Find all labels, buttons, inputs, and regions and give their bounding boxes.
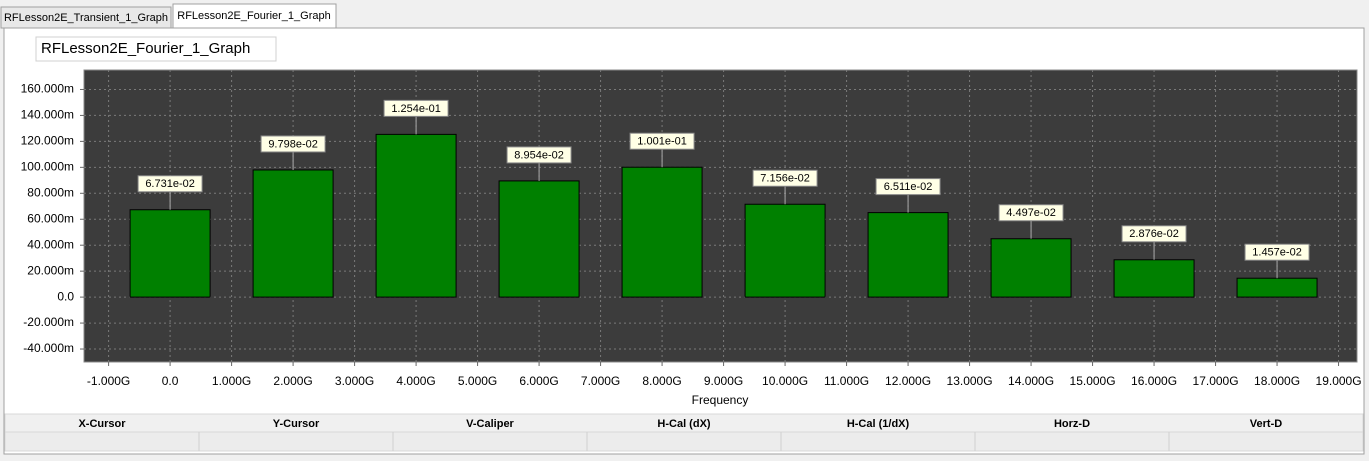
value-label: 1.254e-01 [391, 103, 441, 115]
y-tick-label: -40.000m [23, 341, 74, 355]
bar [129, 209, 211, 298]
column-header: Vert-D [1250, 418, 1282, 430]
x-tick-label: 6.000G [519, 374, 558, 388]
x-tick-label: 14.000G [1008, 374, 1054, 388]
x-tick-label: 11.000G [824, 374, 869, 388]
value-label-box [137, 175, 203, 193]
value-label: 4.497e-02 [1006, 207, 1056, 219]
bar [990, 238, 1072, 298]
value-label: 2.876e-02 [1129, 228, 1179, 240]
x-tick-label: 17.000G [1193, 374, 1239, 388]
x-tick-label: 5.000G [458, 374, 497, 388]
x-tick-label: 4.000G [396, 374, 435, 388]
x-tick-label: 2.000G [273, 374, 312, 388]
x-tick-label: 7.000G [581, 374, 620, 388]
x-tick-label: 13.000G [947, 374, 993, 388]
bar [375, 133, 457, 298]
column-header: H-Cal (1/dX) [847, 418, 910, 430]
x-tick-label: 1.000G [212, 374, 251, 388]
x-tick-label: 15.000G [1070, 374, 1116, 388]
y-tick-label: 140.000m [21, 108, 74, 122]
value-label-box [506, 146, 572, 164]
y-tick-label: 80.000m [27, 185, 74, 199]
x-tick-label: 16.000G [1131, 374, 1177, 388]
x-tick-label: 18.000G [1254, 374, 1300, 388]
tab-label[interactable]: RFLesson2E_Transient_1_Graph [4, 12, 168, 24]
title-box [35, 36, 277, 62]
column-header: H-Cal (dX) [657, 418, 711, 430]
y-tick-label: -20.000m [23, 315, 74, 329]
x-tick-label: 8.000G [642, 374, 681, 388]
column-header: Horz-D [1054, 418, 1090, 430]
bar [867, 212, 949, 298]
column-header: V-Caliper [466, 418, 514, 430]
value-label-box [383, 99, 449, 117]
measure-row [4, 431, 1364, 452]
value-label-box [998, 204, 1064, 222]
value-label-box [752, 169, 818, 187]
x-tick-label: 0.0 [162, 374, 179, 388]
bar [252, 169, 334, 298]
value-label: 6.731e-02 [145, 178, 195, 190]
x-tick-label: -1.000G [87, 374, 130, 388]
x-tick-label: 19.000G [1316, 374, 1362, 388]
bar [498, 180, 580, 298]
y-tick-label: 160.000m [21, 82, 74, 96]
bar [1236, 277, 1318, 298]
value-label-box [875, 178, 941, 196]
y-tick-label: 20.000m [27, 263, 74, 277]
x-tick-label: 3.000G [335, 374, 374, 388]
x-tick-label: 10.000G [762, 374, 808, 388]
x-tick-label: 12.000G [885, 374, 931, 388]
value-label: 7.156e-02 [760, 173, 810, 185]
bar [1113, 259, 1195, 298]
y-tick-label: 100.000m [21, 160, 74, 174]
value-label: 1.001e-01 [637, 136, 687, 148]
value-label-box [260, 135, 326, 153]
y-tick-label: 40.000m [27, 237, 74, 251]
value-label-box [1244, 243, 1310, 261]
x-tick-label: 9.000G [704, 374, 743, 388]
bar [621, 166, 703, 298]
column-header: X-Cursor [78, 418, 126, 430]
value-label-box [1121, 225, 1187, 243]
value-label-box [629, 132, 695, 150]
value-label: 1.457e-02 [1252, 247, 1302, 259]
value-label: 8.954e-02 [514, 149, 564, 161]
tab-label[interactable]: RFLesson2E_Fourier_1_Graph [177, 10, 330, 22]
x-axis-label: Frequency [692, 393, 749, 407]
bar [744, 203, 826, 298]
value-label: 6.511e-02 [884, 181, 933, 193]
column-header: Y-Cursor [273, 418, 320, 430]
y-tick-label: 120.000m [21, 134, 74, 148]
y-tick-label: 60.000m [27, 211, 74, 225]
chart-title: RFLesson2E_Fourier_1_Graph [41, 40, 250, 57]
y-tick-label: 0.0 [57, 289, 74, 303]
value-label: 9.798e-02 [268, 138, 318, 150]
